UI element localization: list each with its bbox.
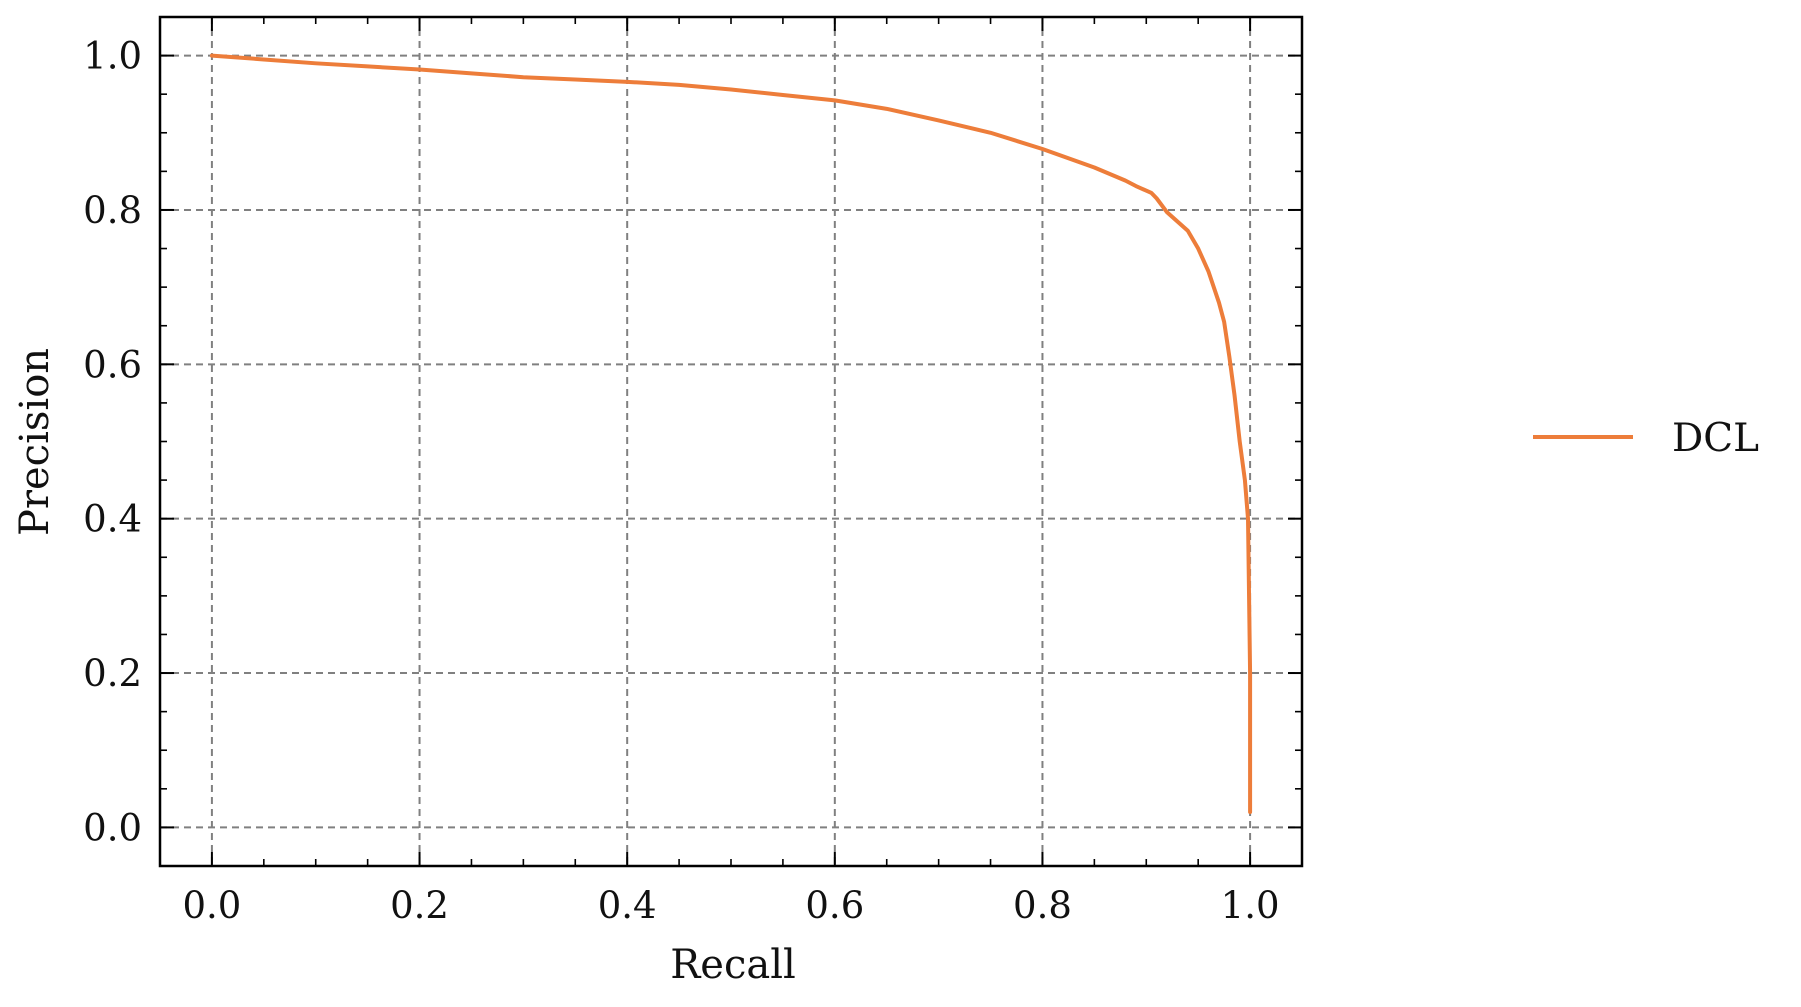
x-tick-label: 0.8	[1013, 884, 1072, 927]
legend: DCL	[1533, 416, 1759, 461]
series-line-dcl	[209, 53, 1253, 814]
grid	[160, 17, 1302, 866]
y-tick-label: 0.8	[83, 189, 142, 232]
y-tick-label: 0.4	[83, 498, 142, 541]
y-tick-label: 1.0	[83, 35, 142, 78]
series-layer	[209, 53, 1253, 814]
x-tick-label: 1.0	[1221, 884, 1280, 927]
y-tick-label: 0.2	[83, 652, 142, 695]
x-tick-label: 0.2	[390, 884, 449, 927]
y-tick-label: 0.6	[83, 343, 142, 386]
axes-frame	[158, 15, 1304, 868]
y-tick-labels: 0.0 0.2 0.4 0.6 0.8 1.0	[83, 35, 142, 850]
y-tick-label: 0.0	[83, 806, 142, 849]
x-axis-label: Recall	[670, 942, 796, 988]
x-tick-labels: 0.0 0.2 0.4 0.6 0.8 1.0	[182, 884, 1279, 927]
y-axis-label: Precision	[12, 348, 58, 536]
major-ticks	[160, 17, 1302, 866]
x-tick-label: 0.4	[598, 884, 657, 927]
x-tick-label: 0.0	[182, 884, 241, 927]
legend-label-dcl: DCL	[1672, 416, 1759, 461]
minor-ticks	[160, 17, 1302, 866]
x-tick-label: 0.6	[805, 884, 864, 927]
